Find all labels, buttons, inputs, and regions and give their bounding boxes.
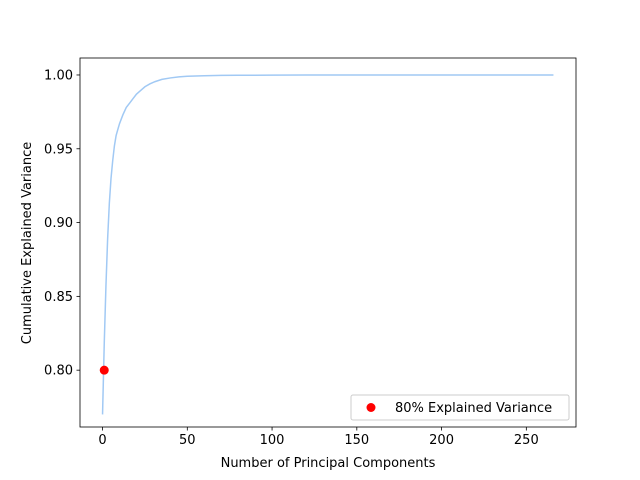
y-tick-label: 0.90: [44, 216, 73, 231]
axes-layer: 0 50 100 150 200 250 0.80 0.85 0.90 0.95 1.00: [44, 57, 577, 448]
x-tick-label: 250: [514, 433, 539, 448]
y-tick-label: 0.85: [44, 290, 73, 305]
legend: 80% Explained Variance: [350, 394, 570, 421]
legend-label: 80% Explained Variance: [395, 401, 552, 416]
threshold-point: [99, 365, 109, 375]
x-axis-label: Number of Principal Components: [221, 456, 436, 471]
plot-layer: [99, 74, 554, 415]
x-tick-label: 0: [98, 433, 106, 448]
x-tick-label: 200: [429, 433, 454, 448]
x-tick-label: 100: [260, 433, 285, 448]
x-tick-label: 50: [179, 433, 196, 448]
x-tick-label: 150: [344, 433, 369, 448]
y-axis-label: Cumulative Explained Variance: [20, 142, 35, 344]
legend-box: [350, 394, 570, 421]
legend-marker: [366, 403, 376, 412]
y-tick-label: 0.80: [44, 364, 73, 379]
y-tick-label: 1.00: [44, 68, 73, 83]
plot-frame: [79, 57, 577, 428]
cumulative-variance-line: [101, 74, 554, 415]
y-tick-label: 0.95: [44, 142, 73, 157]
